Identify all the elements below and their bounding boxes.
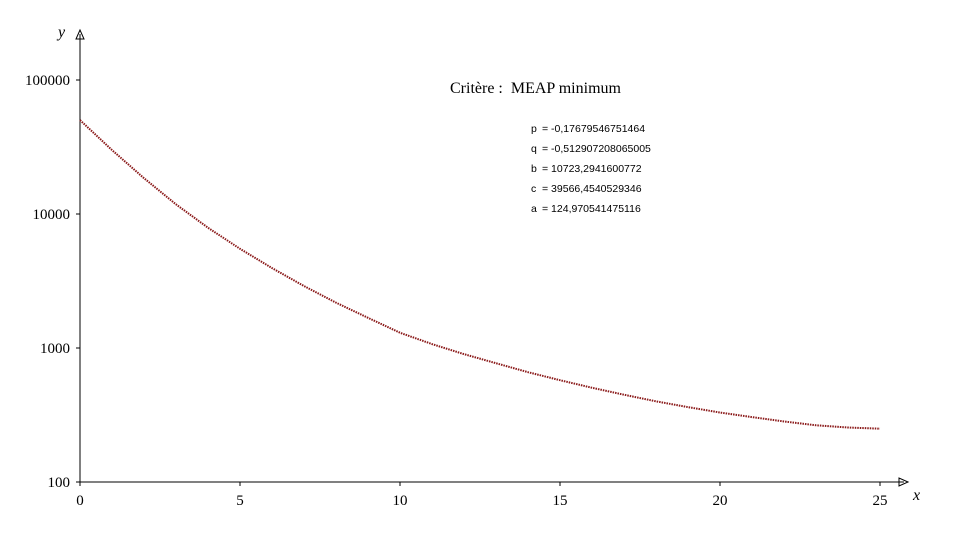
series-layer [79, 119, 881, 430]
chart-title: Critère : MEAP minimum [450, 80, 622, 97]
y-tick-label: 10000 [33, 207, 71, 223]
x-ticks: 0 5 10 15 20 25 [76, 482, 888, 509]
param-name: c [531, 183, 536, 195]
param-name: b [531, 163, 537, 175]
x-tick-label: 5 [236, 493, 244, 509]
x-tick-label: 0 [76, 493, 84, 509]
param-name: p [531, 123, 537, 135]
param-name: q [531, 143, 537, 155]
x-axis-label: x [912, 487, 920, 504]
param-value: = 124,970541475116 [542, 203, 641, 215]
y-tick-label: 1000 [40, 341, 70, 357]
param-value: = -0,512907208065005 [542, 143, 651, 155]
y-axis-label: y [56, 24, 66, 41]
param-value: = 39566,4540529346 [542, 183, 642, 195]
x-tick-label: 25 [873, 493, 888, 509]
series-line-0 [79, 119, 881, 430]
y-tick-label: 100 [48, 475, 71, 491]
x-axis-arrow [898, 477, 910, 487]
x-tick-label: 20 [713, 493, 728, 509]
parameter-annotations: p = -0,17679546751464 q = -0,51290720806500… [531, 123, 651, 215]
x-tick-label: 15 [553, 493, 568, 509]
y-tick-label: 100000 [25, 73, 70, 89]
param-name: a [531, 203, 537, 215]
param-value: = 10723,2941600772 [542, 163, 642, 175]
x-tick-label: 10 [393, 493, 408, 509]
param-value: = -0,17679546751464 [542, 123, 645, 135]
y-axis-arrow [75, 28, 85, 40]
y-ticks: 100 1000 10000 100000 [25, 73, 80, 491]
